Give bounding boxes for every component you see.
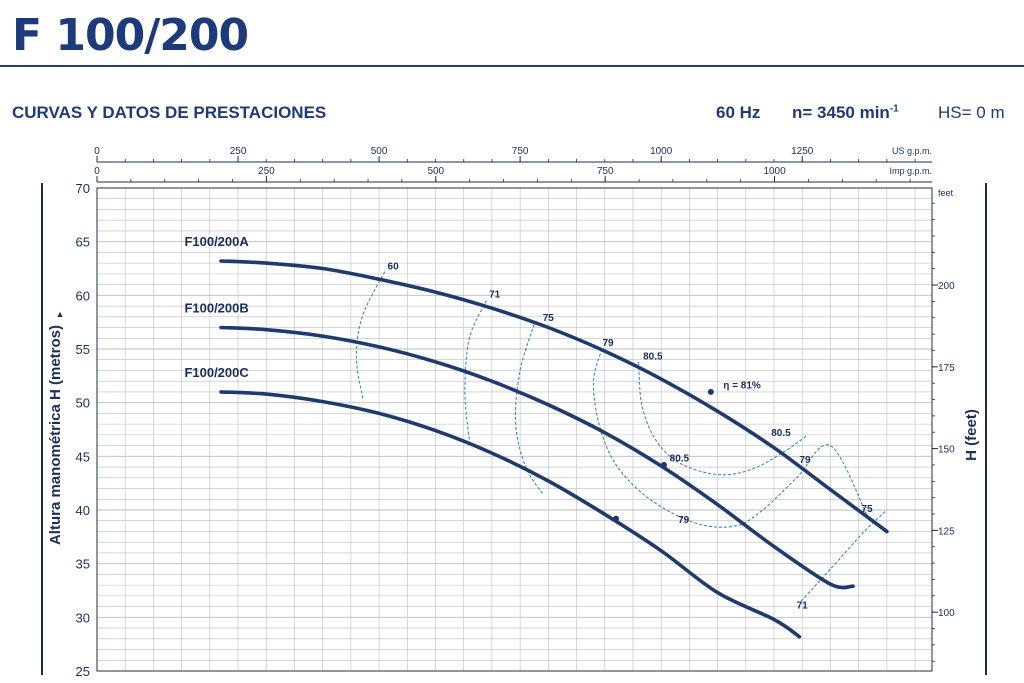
y-tick-label: 45 [76, 449, 90, 464]
y-tick-label: 60 [76, 288, 90, 303]
y2-tick-label: 125 [938, 526, 955, 537]
y-axis-label: Altura manométrica H (metros) [47, 325, 64, 545]
y-tick-label: 70 [76, 181, 90, 196]
y-axis-arrow: ▲ [56, 309, 65, 319]
x-imp-tick-label: 250 [258, 166, 275, 177]
grid-layer [96, 187, 932, 672]
efficiency-label: 71 [797, 601, 809, 612]
x-us-unit-label: US g.p.m. [892, 146, 932, 156]
efficiency-curve [514, 324, 544, 495]
efficiency-label: 80.5 [670, 454, 690, 465]
efficiency-label: 75 [861, 504, 873, 515]
efficiency-label: 79 [678, 515, 690, 526]
x-imp-tick-label: 500 [427, 166, 444, 177]
frequency-label: 60 Hz [716, 103, 761, 122]
pump-curve [219, 325, 855, 590]
efficiency-label: 79 [603, 338, 615, 349]
efficiency-label: 79 [799, 455, 811, 466]
y-tick-label: 35 [76, 557, 90, 572]
efficiency-label: η = 81% [723, 381, 761, 392]
y-tick-label: 25 [76, 664, 90, 679]
y2-unit-label: feet [938, 188, 954, 198]
efficiency-curve [355, 271, 386, 401]
x-us-tick-label: 750 [512, 146, 529, 157]
efficiency-label: 71 [489, 289, 501, 300]
y-tick-label: 50 [76, 396, 90, 411]
curve-label: F100/200C [184, 365, 249, 380]
x-us-tick-label: 1000 [650, 146, 673, 157]
performance-chart: Altura manométrica H (metros) ▲ H (feet)… [41, 146, 987, 679]
suction-height-label: HS= 0 m [938, 103, 1005, 122]
bep-point [707, 388, 714, 395]
efficiency-curve [638, 361, 809, 476]
x-us-tick-label: 250 [230, 146, 247, 157]
x-imp-unit-label: Imp g.p.m. [889, 166, 932, 176]
section-title: CURVAS Y DATOS DE PRESTACIONES [12, 103, 327, 122]
y2-tick-label: 100 [938, 608, 955, 619]
bep-point [613, 515, 620, 522]
x-us-tick-label: 1250 [791, 146, 814, 157]
y-tick-label: 30 [76, 610, 90, 625]
pump-curve [219, 390, 802, 639]
efficiency-label: 60 [388, 262, 400, 273]
speed-label: n= 3450 min-1 [792, 103, 899, 123]
pump-curve [219, 259, 889, 534]
speed-exponent: -1 [889, 103, 899, 115]
bep-point [661, 461, 668, 468]
y2-tick-label: 200 [938, 281, 955, 292]
curve-label: F100/200B [184, 301, 248, 316]
efficiency-curve [800, 509, 888, 602]
y-tick-label: 40 [76, 503, 90, 518]
efficiency-curve [464, 300, 487, 441]
title-rule [0, 65, 1024, 67]
speed-text: n= 3450 min [792, 103, 890, 122]
product-title: F 100/200 [12, 10, 249, 61]
efficiency-label: 80.5 [771, 428, 791, 439]
efficiency-label: 75 [543, 313, 555, 324]
y2-tick-label: 175 [938, 363, 955, 374]
plot-frame [96, 187, 933, 672]
x-imp-tick-label: 0 [94, 166, 100, 177]
y2-tick-label: 150 [938, 445, 955, 456]
y-tick-label: 65 [76, 235, 90, 250]
efficiency-label: 80.5 [643, 352, 663, 363]
x-imp-tick-label: 1000 [763, 166, 786, 177]
x-imp-tick-label: 750 [597, 166, 614, 177]
efficiency-curve [592, 348, 868, 528]
x-us-tick-label: 500 [371, 146, 388, 157]
y2-axis-label: H (feet) [963, 409, 980, 461]
curve-label: F100/200A [184, 234, 249, 249]
x-us-tick-label: 0 [94, 146, 100, 157]
y-tick-label: 55 [76, 342, 90, 357]
